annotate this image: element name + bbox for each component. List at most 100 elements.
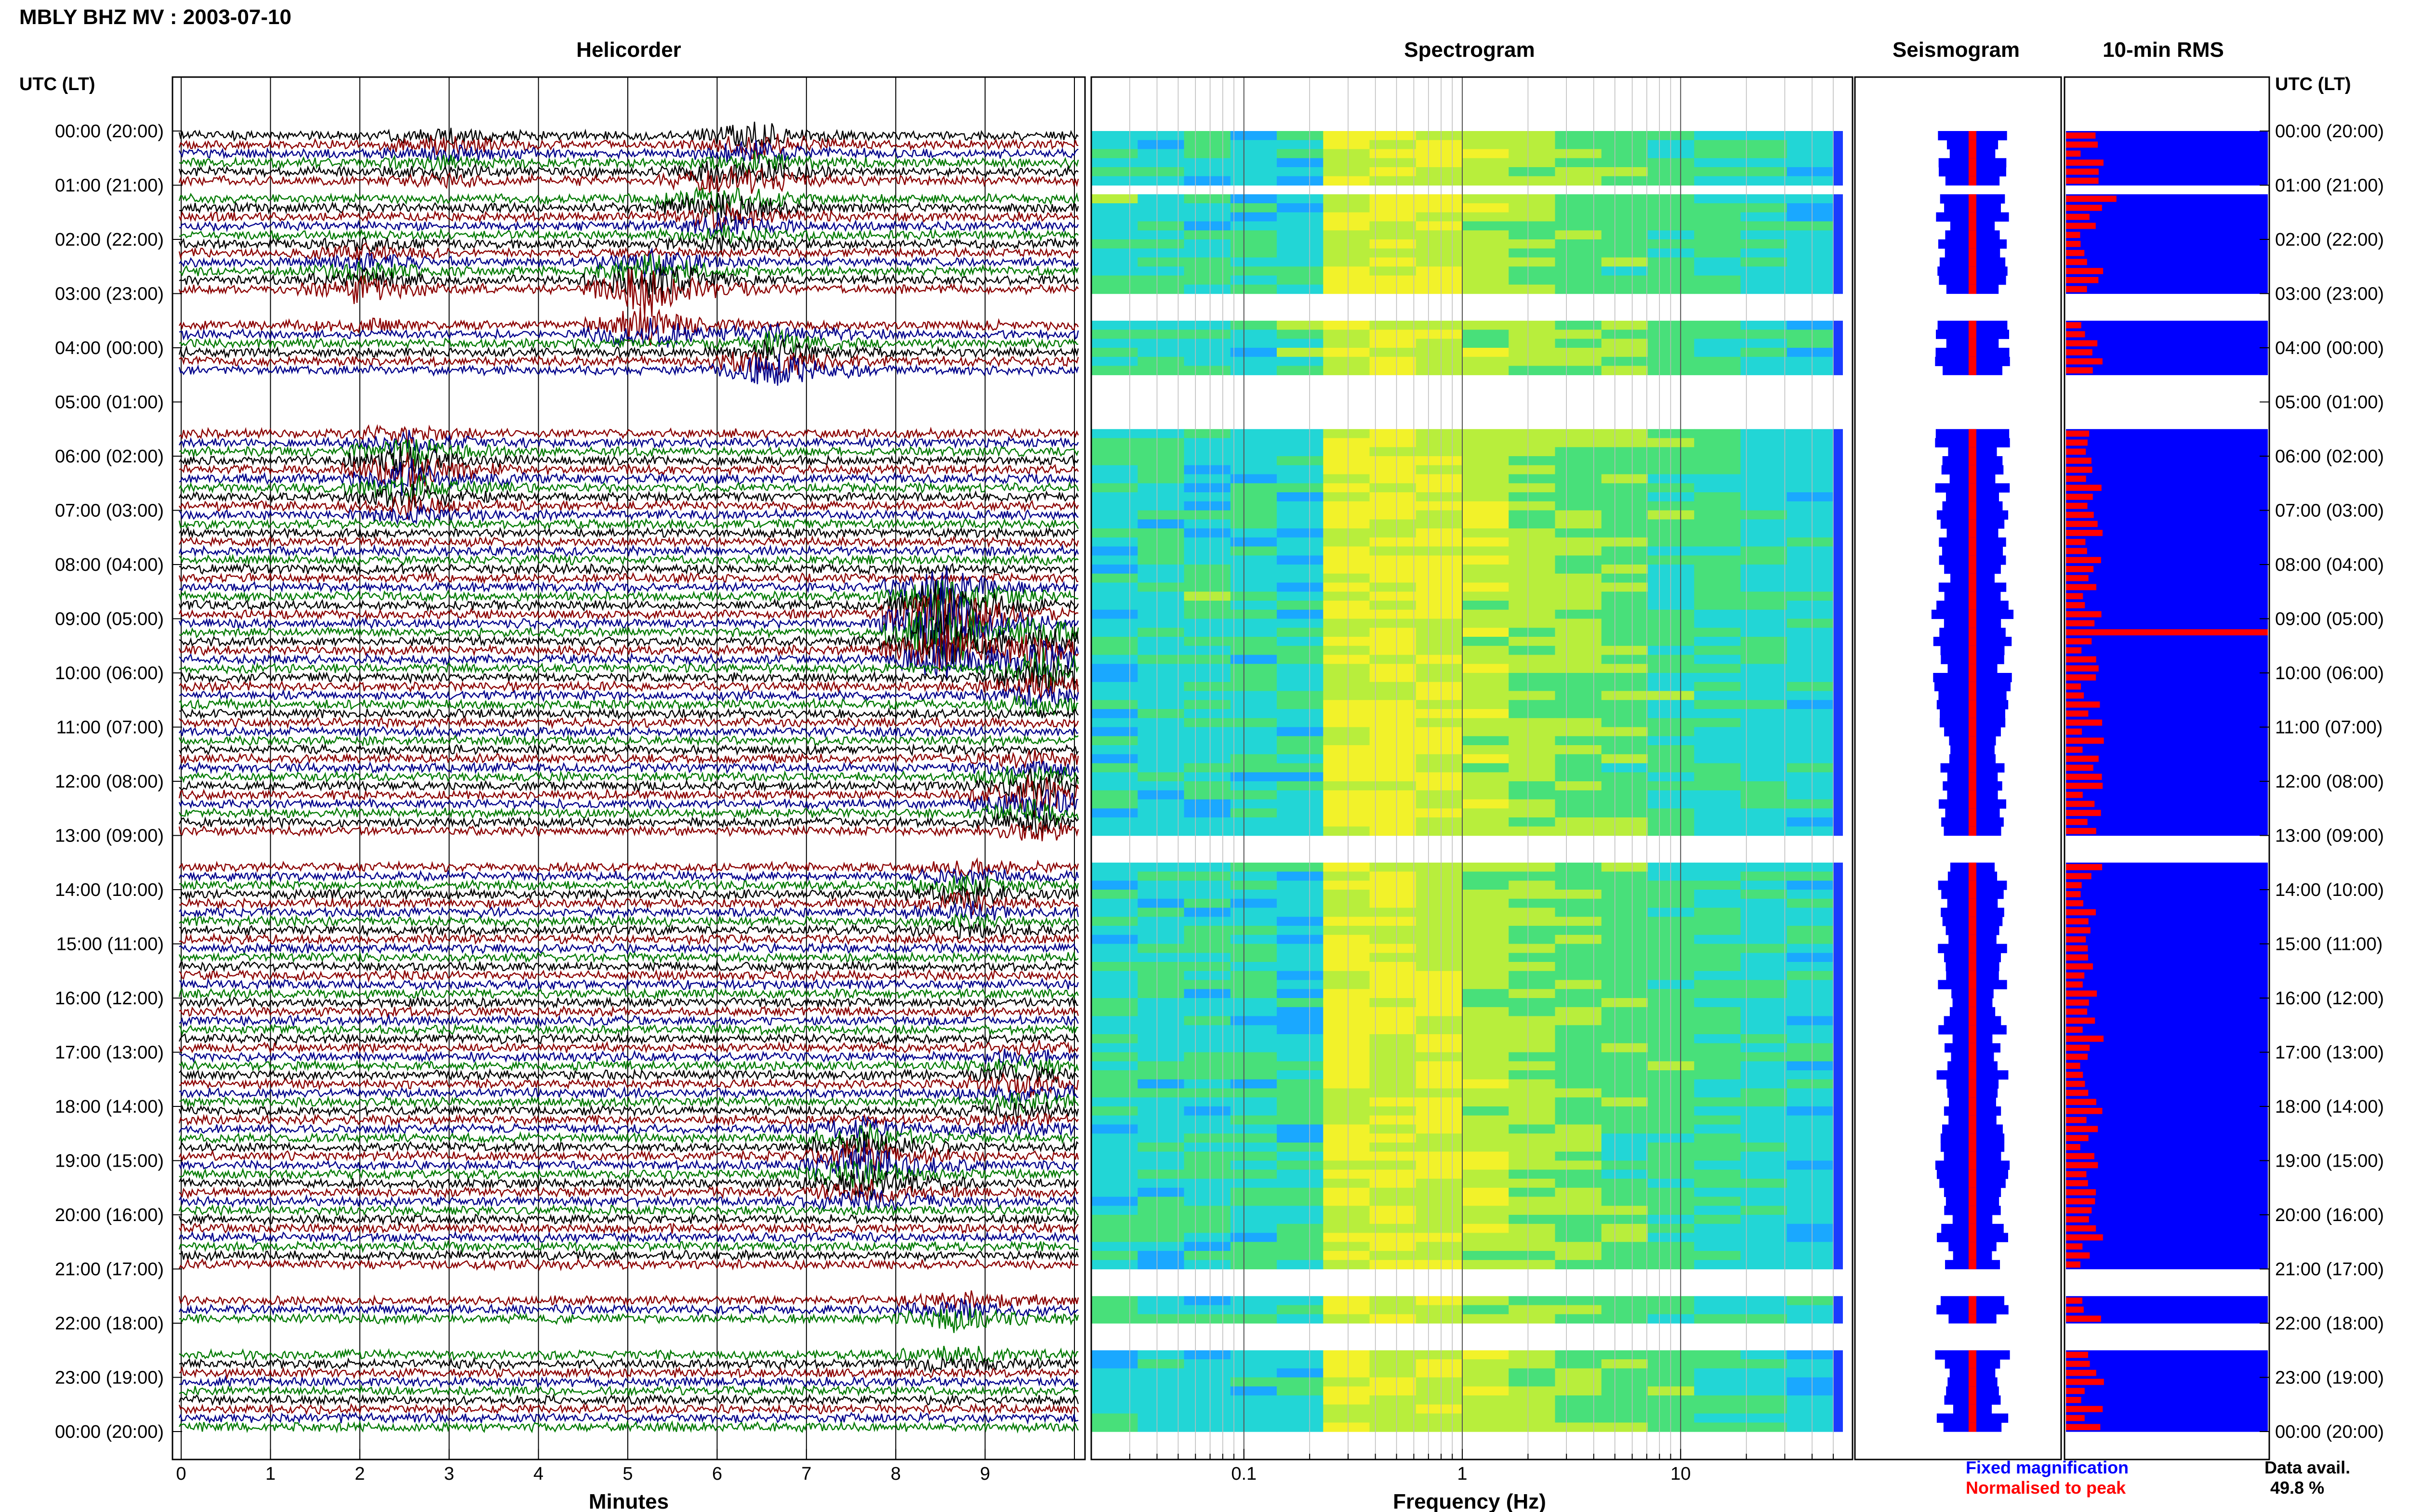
spectrogram-cell — [1740, 736, 1787, 746]
spectrogram-cell — [1648, 582, 1694, 592]
spectrogram-cell — [1740, 1413, 1787, 1423]
spectrogram-cell — [1277, 1377, 1324, 1387]
spectrogram-cell — [1740, 1377, 1787, 1387]
spectrogram-cell — [1555, 1314, 1602, 1324]
spectrogram-cell — [1509, 1187, 1556, 1197]
spectrogram-cell — [1787, 691, 1834, 700]
helicorder-trace — [179, 1375, 1079, 1389]
spectrogram-cell — [1184, 329, 1231, 339]
spectrogram-edge — [1833, 537, 1843, 547]
spectrogram-cell — [1323, 546, 1370, 556]
spectrogram-cell — [1601, 1007, 1648, 1017]
spectrogram-cell — [1601, 1079, 1648, 1089]
seismogram-peak-line — [1969, 1395, 1976, 1405]
spectrogram-cell — [1323, 934, 1370, 945]
spectrogram-cell — [1555, 1025, 1602, 1035]
spectrogram-cell — [1184, 194, 1231, 204]
spectrogram-cell — [1740, 284, 1787, 294]
spectrogram-cell — [1138, 1395, 1185, 1405]
spectrogram-edge — [1833, 664, 1843, 673]
spectrogram-cell — [1694, 691, 1741, 700]
spectrogram-cell — [1740, 862, 1787, 872]
spectrogram-edge — [1833, 700, 1843, 710]
spectrogram-cell — [1509, 1206, 1556, 1215]
spectrogram-edge — [1833, 565, 1843, 574]
spectrogram-cell — [1601, 348, 1648, 357]
rms-normalised-bar — [2066, 169, 2099, 175]
spectrogram-cell — [1369, 519, 1416, 529]
spectrogram-cell — [1601, 1368, 1648, 1378]
spectrogram-cell — [1740, 601, 1787, 610]
spectrogram-cell — [1091, 637, 1138, 646]
spectrogram-cell — [1138, 998, 1185, 1008]
rms-fixed-bar — [2066, 1061, 2268, 1071]
spectrogram-cell — [1694, 664, 1741, 673]
helicorder-trace — [178, 625, 1079, 672]
spectrogram-cell — [1091, 1179, 1138, 1188]
helicorder-trace — [178, 580, 1079, 622]
helicorder-trace — [179, 716, 1079, 730]
spectrogram-cell — [1509, 1034, 1556, 1044]
spectrogram-cell — [1323, 1187, 1370, 1197]
spectrogram-cell — [1369, 356, 1416, 367]
spectrogram-cell — [1230, 1007, 1277, 1017]
spectrogram-cell — [1230, 601, 1277, 610]
spectrogram-cell — [1416, 754, 1463, 764]
spectrogram-cell — [1416, 1079, 1463, 1089]
spectrogram-cell — [1462, 456, 1509, 466]
helicorder-trace — [178, 1131, 1079, 1160]
spectrogram-cell — [1555, 429, 1602, 439]
spectrogram-cell — [1277, 799, 1324, 809]
spectrogram-cell — [1369, 131, 1416, 141]
spectrogram-cell — [1787, 709, 1834, 719]
spectrogram-cell — [1740, 320, 1787, 330]
spectrogram-edge — [1833, 953, 1843, 962]
spectrogram-edge — [1833, 1359, 1843, 1369]
seismogram-peak-line — [1969, 763, 1976, 773]
spectrogram-cell — [1462, 1070, 1509, 1080]
spectrogram-cell — [1601, 691, 1648, 700]
spectrogram-cell — [1509, 781, 1556, 791]
helicorder-trace — [179, 1084, 1079, 1104]
spectrogram-cell — [1462, 898, 1509, 908]
hour-tick-label: 06:00 (02:00) — [55, 447, 164, 467]
rms-fixed-bar — [2066, 1215, 2268, 1224]
spectrogram-cell — [1416, 1251, 1463, 1261]
rms-fixed-bar — [2066, 429, 2268, 439]
rms-normalised-bar — [2066, 1306, 2084, 1313]
spectrogram-cell — [1323, 664, 1370, 673]
spectrogram-cell — [1323, 366, 1370, 375]
spectrogram-cell — [1509, 682, 1556, 692]
spectrogram-cell — [1648, 1097, 1694, 1107]
spectrogram-cell — [1230, 239, 1277, 249]
spectrogram-cell — [1138, 1097, 1185, 1107]
spectrogram-edge — [1833, 781, 1843, 791]
spectrogram-cell — [1648, 609, 1694, 619]
spectrogram-cell — [1787, 1251, 1834, 1261]
spectrogram-cell — [1648, 1007, 1694, 1017]
seismogram-peak-line — [1969, 1106, 1976, 1116]
spectrogram-cell — [1787, 1242, 1834, 1251]
spectrogram-cell — [1369, 329, 1416, 339]
helicorder-trace — [178, 1170, 1079, 1198]
spectrogram-cell — [1648, 528, 1694, 538]
helicorder-trace — [179, 920, 1079, 940]
rms-normalised-bar — [2066, 286, 2087, 292]
spectrogram-cell — [1184, 673, 1231, 683]
spectrogram-cell — [1694, 546, 1741, 556]
spectrogram-cell — [1277, 871, 1324, 881]
spectrogram-cell — [1462, 1106, 1509, 1116]
spectrogram-cell — [1369, 1151, 1416, 1161]
spectrogram-cell — [1184, 781, 1231, 791]
rms-fixed-bar — [2066, 1151, 2268, 1161]
rms-fixed-bar — [2066, 1422, 2268, 1432]
spectrogram-cell — [1091, 131, 1138, 141]
spectrogram-cell — [1091, 257, 1138, 267]
spectrogram-cell — [1555, 718, 1602, 728]
spectrogram-cell — [1416, 276, 1463, 285]
rms-normalised-bar — [2066, 1388, 2085, 1394]
spectrogram-cell — [1230, 276, 1277, 285]
spectrogram-cell — [1091, 592, 1138, 601]
spectrogram-cell — [1555, 1007, 1602, 1017]
spectrogram-cell — [1323, 962, 1370, 972]
